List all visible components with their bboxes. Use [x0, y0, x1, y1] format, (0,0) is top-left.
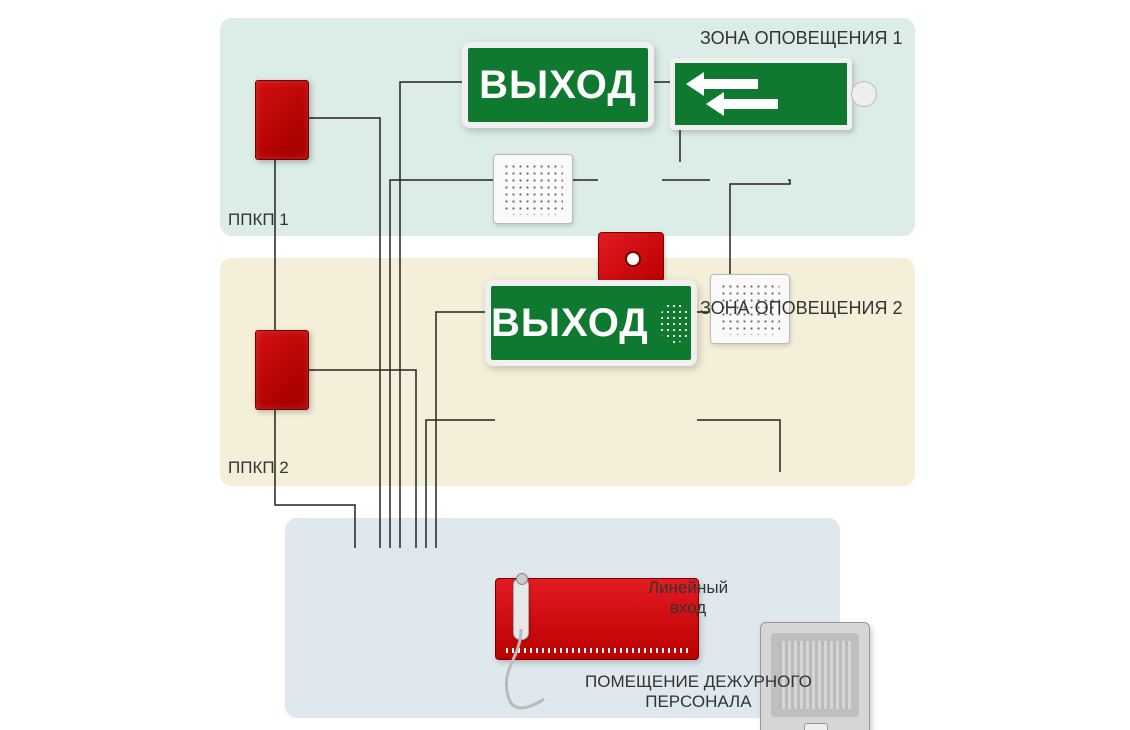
device-arrowbox: [670, 58, 852, 130]
exit-sign-text: ВЫХОД: [479, 63, 637, 108]
label-duty: ПОМЕЩЕНИЕ ДЕЖУРНОГО ПЕРСОНАЛА: [585, 672, 812, 712]
device-exit2: ВЫХОД: [485, 280, 697, 366]
arrowbox-strobe: [851, 81, 877, 107]
wire: [697, 420, 780, 472]
exit-sign-speaker: [659, 303, 691, 343]
device-snd1: [493, 154, 573, 224]
label-linein: Линейный вход: [648, 578, 728, 618]
left-arrows-icon: [686, 69, 836, 119]
label-ppkp2: ППКП 2: [228, 458, 289, 478]
wire: [307, 118, 380, 548]
mic-cable: [504, 629, 564, 719]
diagram-stage: ВЫХОД ВЫХОД ЗОНА ОПОВЕЩЕНИЯ 1 ЗОНА ОПОВЕЩЕ…: [0, 0, 1130, 730]
device-panel1: [255, 80, 309, 160]
wire: [390, 180, 493, 548]
label-ppkp1: ППКП 1: [228, 210, 289, 230]
device-mic: [513, 578, 529, 640]
label-zone1: ЗОНА ОПОВЕЩЕНИЯ 1: [700, 28, 902, 49]
wire: [436, 312, 485, 548]
wire: [400, 82, 462, 548]
label-zone2: ЗОНА ОПОВЕЩЕНИЯ 2: [700, 298, 902, 319]
exit-sign-text: ВЫХОД: [491, 301, 649, 346]
device-exit1: ВЫХОД: [462, 42, 654, 128]
device-mcp: [598, 232, 664, 282]
device-panel2: [255, 330, 309, 410]
